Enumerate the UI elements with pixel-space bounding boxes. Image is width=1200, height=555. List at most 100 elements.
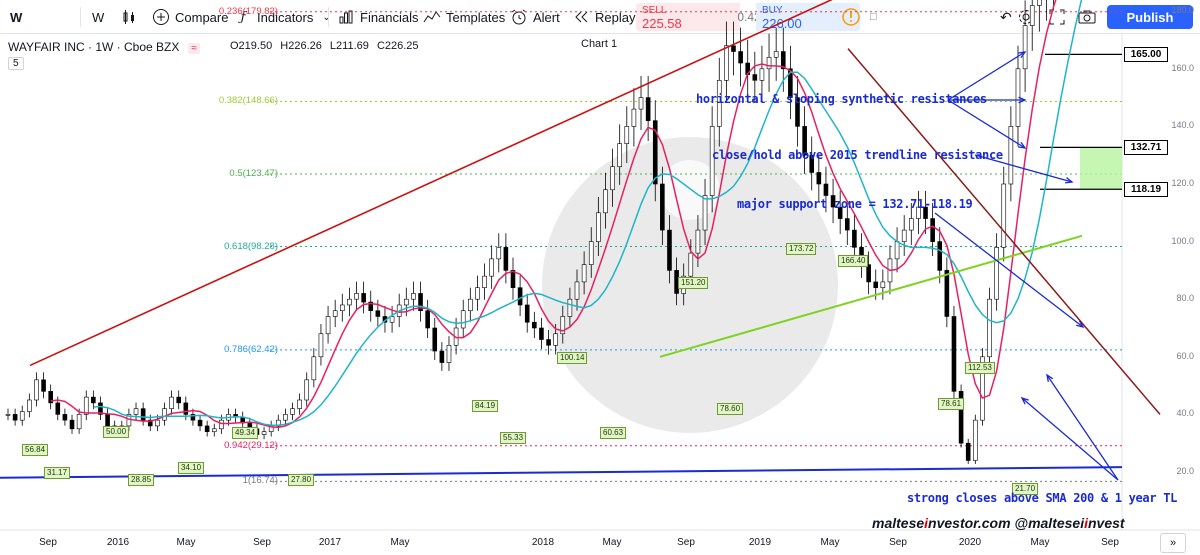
candle-body <box>596 212 601 242</box>
candle-body <box>759 68 765 81</box>
candlestick-icon <box>120 8 138 26</box>
price-tick-label: 100.0 <box>1171 235 1194 246</box>
candle-body <box>532 321 537 329</box>
candle-body <box>752 74 758 81</box>
candle-body <box>816 172 822 185</box>
goto-realtime-button[interactable]: » <box>1160 533 1186 553</box>
candle-body <box>574 281 580 300</box>
snapshot-button[interactable] <box>1078 0 1096 34</box>
candle-body <box>702 195 708 231</box>
arrow-head <box>1064 177 1074 184</box>
candle-body <box>809 154 815 173</box>
candle-body <box>411 293 416 300</box>
candle-body <box>738 51 743 64</box>
candle-body <box>638 97 644 110</box>
candle-body <box>802 126 807 156</box>
candle-body <box>994 247 999 300</box>
candle-body <box>731 45 736 52</box>
swing-price-label: 112.53 <box>965 362 995 374</box>
time-tick-label: Sep <box>677 537 695 548</box>
annotation-synthetic-resistances: horizontal & sloping synthetic resistanc… <box>696 92 987 106</box>
arrow-head <box>1017 51 1027 59</box>
fib-level-label: 0.618(98.28) <box>224 240 278 252</box>
symbol-logo[interactable]: W <box>10 9 23 25</box>
annotation-sma200-closes: strong closes above SMA 200 & 1 year TL <box>907 491 1178 505</box>
templates-button[interactable]: Templates <box>423 0 505 34</box>
chart-name: Chart 1 <box>581 38 618 50</box>
candle-body <box>19 411 25 421</box>
candle-body <box>987 298 992 358</box>
price-tick-label: 60.0 <box>1176 350 1194 361</box>
candle-body <box>468 298 473 312</box>
candle-body <box>645 97 651 121</box>
candle-body <box>823 183 829 196</box>
candle-body <box>958 391 964 444</box>
candle-body <box>496 247 502 260</box>
candle-body <box>603 189 608 214</box>
candle-body <box>147 419 153 427</box>
swing-price-label: 55.33 <box>500 432 527 444</box>
arrow-head <box>1046 373 1054 382</box>
candle-body <box>5 414 11 416</box>
annotation-trendline-resistance: close/hold above 2015 trendline resistan… <box>712 148 1003 162</box>
symbol-title: WAYFAIR INC · 1W · Cboe BZX <box>8 40 180 54</box>
candle-body <box>12 414 18 421</box>
candle-body <box>482 275 487 288</box>
toolbar-divider <box>80 7 81 27</box>
low-value: L211.69 <box>329 40 369 52</box>
candle-body <box>361 293 366 303</box>
support-zone-box <box>1080 147 1122 190</box>
warning-button[interactable] <box>842 0 860 34</box>
swing-price-label: 49.34 <box>232 427 259 439</box>
candle-body <box>901 229 907 242</box>
candle-body <box>69 419 75 430</box>
candle-body <box>546 339 551 346</box>
candle-body <box>866 264 871 283</box>
candle-body <box>660 183 665 231</box>
high-value: H226.26 <box>280 40 322 52</box>
candle-body <box>283 414 288 421</box>
layout-button[interactable]: □ <box>870 0 877 34</box>
candle-body <box>489 258 494 277</box>
interval-button[interactable]: W <box>92 0 104 34</box>
templates-label: Templates <box>446 9 506 25</box>
replay-button[interactable]: Replay <box>572 0 635 34</box>
fib-level-label: 0.236(179.82) <box>218 5 278 17</box>
publish-label: Publish <box>1126 9 1174 25</box>
fib-level-label: 0.382(148.66) <box>218 95 278 107</box>
undo-button[interactable]: ↶ <box>1000 0 1012 34</box>
candle-body <box>389 316 395 323</box>
price-tick-label: 20.0 <box>1176 466 1194 476</box>
price-tick-label: 140.0 <box>1171 120 1194 131</box>
indicators-button[interactable]: ƒ Indicators ⌄ <box>234 0 331 34</box>
swing-price-label: 28.85 <box>128 474 155 486</box>
financials-button[interactable]: Financials <box>337 0 419 34</box>
candle-body <box>418 293 423 312</box>
watermark-part: nvestor.com @maltesei <box>928 515 1085 531</box>
sma-medium-line <box>93 0 1083 426</box>
candle-body <box>311 356 317 381</box>
candle-body <box>524 304 530 323</box>
swing-price-label: 166.40 <box>838 255 869 267</box>
time-tick-label: May <box>390 537 410 548</box>
candles-style-button[interactable] <box>120 0 138 34</box>
publish-button[interactable]: Publish <box>1107 5 1193 29</box>
arrow-head <box>1018 96 1027 104</box>
price-badge: 118.19 <box>1124 182 1168 198</box>
candle-body <box>91 396 96 404</box>
time-tick-label: 2017 <box>318 537 342 548</box>
candle-body <box>211 428 217 432</box>
watermark-part: maltese <box>872 515 925 531</box>
candle-body <box>709 126 715 196</box>
compare-button[interactable]: Compare <box>152 0 228 34</box>
sell-button[interactable]: SELL 225.58 <box>636 3 740 31</box>
candle-body <box>105 414 110 427</box>
candle-body <box>553 333 558 346</box>
swing-price-label: 84.19 <box>472 400 499 412</box>
candle-body <box>766 56 772 70</box>
candle-body <box>332 310 338 317</box>
interval-box[interactable]: 5 <box>8 57 24 70</box>
candle-body <box>204 425 210 432</box>
candle-body <box>795 97 800 127</box>
candle-body <box>140 408 146 421</box>
